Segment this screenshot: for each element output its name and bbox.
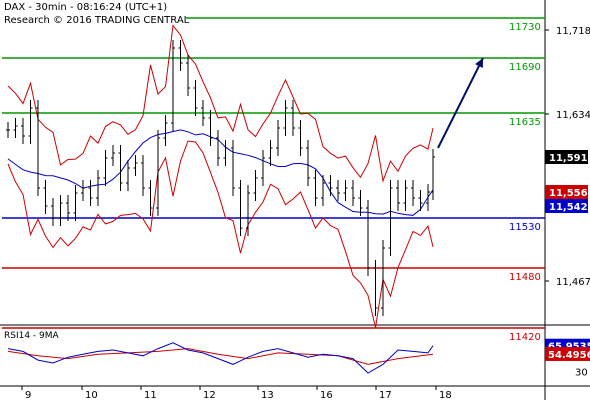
level-label-11635: 11635 bbox=[509, 117, 541, 128]
rsi-tick-label: 30 bbox=[575, 368, 588, 379]
price-tag-11,542 bbox=[545, 199, 588, 213]
y-tick-label: 11,718 bbox=[556, 26, 590, 37]
rsi-tag-54.4956 bbox=[545, 346, 590, 361]
x-tick-label: 18 bbox=[439, 390, 452, 400]
price-tag-11,556 bbox=[545, 185, 588, 199]
price-tag-label: 11,556 bbox=[549, 188, 588, 199]
price-tag-label: 11,591 bbox=[549, 153, 588, 164]
rsi-line bbox=[7, 342, 434, 374]
x-tick-label: 17 bbox=[379, 390, 392, 400]
level-label-11730: 11730 bbox=[509, 22, 541, 33]
x-tick-label: 13 bbox=[261, 390, 274, 400]
rsi-tag-label: 54.4956 bbox=[548, 350, 590, 361]
x-tick-label: 9 bbox=[25, 390, 31, 400]
level-label-11480: 11480 bbox=[509, 272, 541, 283]
price-tag-label: 11,542 bbox=[549, 202, 588, 213]
bollinger-upper-line bbox=[7, 24, 434, 183]
level-label-11530: 11530 bbox=[509, 222, 541, 233]
x-tick-label: 10 bbox=[85, 390, 98, 400]
rsi-title: RSI14 - 9MA bbox=[4, 331, 60, 341]
x-tick-label: 12 bbox=[203, 390, 216, 400]
y-tick-label: 11,634 bbox=[556, 110, 590, 121]
projection-arrow-line bbox=[437, 57, 484, 149]
chart-header-title: DAX - 30min - 08:16:24 (UTC+1) bbox=[4, 2, 168, 13]
bollinger-lower-line bbox=[7, 140, 434, 328]
x-tick-label: 11 bbox=[144, 390, 157, 400]
moving-average-line bbox=[7, 129, 434, 216]
rsi-ma-line bbox=[7, 348, 434, 365]
price-tag-11,591 bbox=[545, 150, 588, 164]
x-tick-label: 16 bbox=[320, 390, 333, 400]
chart-header-copyright: Research © 2016 TRADING CENTRAL bbox=[4, 15, 190, 26]
y-tick-label: 11,467 bbox=[556, 277, 590, 288]
level-label-11420: 11420 bbox=[509, 332, 541, 343]
projection-arrow-head bbox=[475, 58, 483, 68]
level-label-11690: 11690 bbox=[509, 62, 541, 73]
